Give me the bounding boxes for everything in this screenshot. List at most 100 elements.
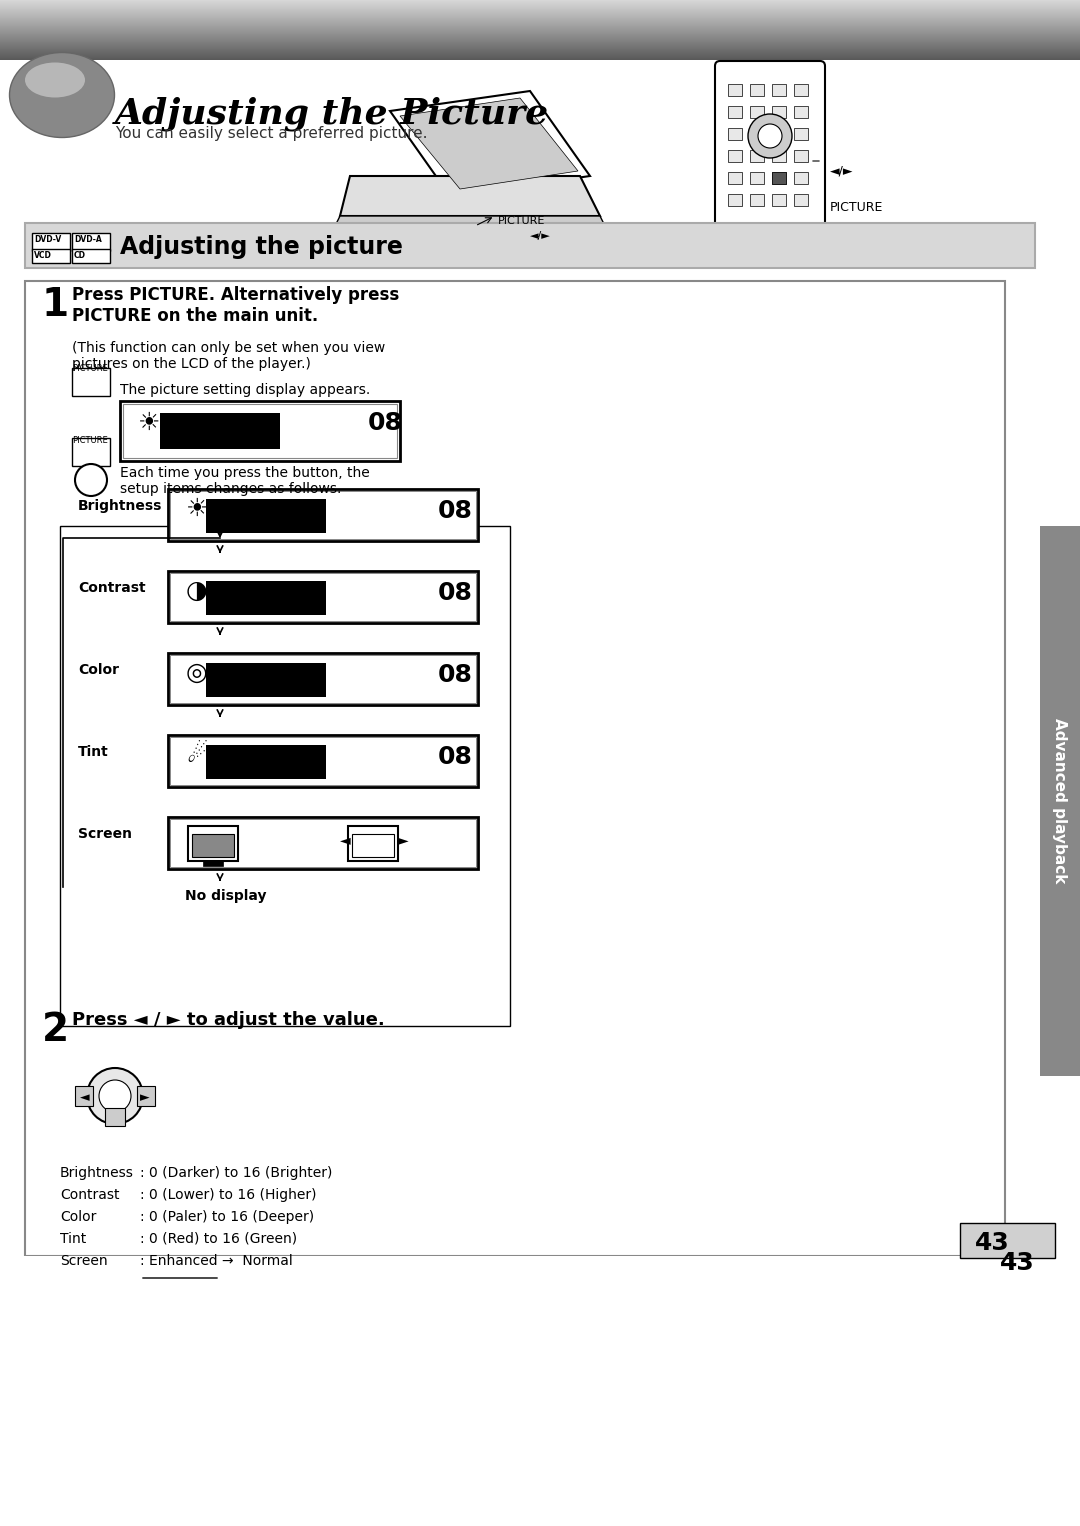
Bar: [168, 653, 478, 705]
Bar: [750, 172, 764, 185]
Text: 43: 43: [1000, 1251, 1035, 1276]
Text: Brightness: Brightness: [78, 499, 162, 513]
Bar: [72, 233, 110, 250]
Text: PICTURE: PICTURE: [72, 436, 108, 446]
Bar: [772, 84, 786, 96]
Bar: [794, 84, 808, 96]
Bar: [170, 572, 476, 621]
Text: : 0 (Paler) to 16 (Deeper): : 0 (Paler) to 16 (Deeper): [140, 1210, 314, 1224]
Text: : 0 (Red) to 16 (Green): : 0 (Red) to 16 (Green): [140, 1231, 297, 1247]
Bar: [105, 1108, 125, 1126]
Text: Press PICTURE. Alternatively press
PICTURE on the main unit.: Press PICTURE. Alternatively press PICTU…: [72, 285, 400, 325]
Text: ◄/►: ◄/►: [831, 163, 853, 177]
Bar: [72, 249, 110, 262]
Bar: [25, 281, 1005, 1256]
Text: 1: 1: [42, 285, 69, 324]
Bar: [772, 172, 786, 185]
Text: ◄: ◄: [340, 833, 351, 847]
Text: ◎: ◎: [186, 661, 207, 685]
Text: VCD: VCD: [33, 250, 52, 259]
Bar: [728, 128, 742, 140]
Bar: [960, 1222, 1055, 1257]
Bar: [32, 249, 70, 262]
Text: (This function can only be set when you view
pictures on the LCD of the player.): (This function can only be set when you …: [72, 340, 386, 371]
Bar: [794, 194, 808, 206]
Text: PICTURE: PICTURE: [72, 365, 108, 372]
Bar: [772, 150, 786, 162]
Text: 2: 2: [42, 1012, 69, 1048]
Bar: [794, 172, 808, 185]
Text: Color: Color: [60, 1210, 96, 1224]
Bar: [168, 488, 478, 542]
Bar: [750, 105, 764, 118]
FancyBboxPatch shape: [715, 61, 825, 241]
Bar: [352, 835, 394, 858]
Bar: [160, 414, 280, 449]
Bar: [206, 662, 326, 697]
Text: DVD-V: DVD-V: [33, 235, 62, 244]
Text: PICTURE: PICTURE: [831, 201, 883, 214]
Bar: [728, 194, 742, 206]
Text: ☀: ☀: [138, 410, 160, 435]
Text: 43: 43: [975, 1231, 1010, 1254]
Bar: [348, 826, 399, 861]
Circle shape: [87, 1068, 143, 1125]
Bar: [203, 861, 222, 865]
Bar: [60, 526, 510, 1025]
Circle shape: [748, 114, 792, 159]
Bar: [170, 491, 476, 539]
Text: Screen: Screen: [60, 1254, 108, 1268]
Polygon shape: [400, 98, 578, 189]
Text: Color: Color: [78, 662, 119, 678]
Bar: [192, 835, 234, 858]
Bar: [0, 1256, 1080, 1526]
Ellipse shape: [25, 63, 85, 98]
Bar: [794, 128, 808, 140]
Text: ☀: ☀: [186, 497, 208, 520]
Text: Screen: Screen: [78, 827, 132, 841]
Text: DVD-A: DVD-A: [75, 235, 102, 244]
Bar: [750, 194, 764, 206]
Bar: [168, 571, 478, 623]
Text: Contrast: Contrast: [60, 1189, 120, 1202]
Text: : Enhanced →  Normal: : Enhanced → Normal: [140, 1254, 293, 1268]
Polygon shape: [390, 92, 590, 195]
Bar: [206, 745, 326, 778]
Circle shape: [75, 464, 107, 496]
Bar: [123, 404, 397, 458]
Bar: [728, 105, 742, 118]
Bar: [72, 438, 110, 465]
Polygon shape: [340, 175, 600, 217]
Bar: [137, 1087, 156, 1106]
Text: PICTURE: PICTURE: [498, 217, 545, 226]
Text: 08: 08: [438, 662, 473, 687]
Ellipse shape: [10, 52, 114, 137]
Text: Adjusting the Picture: Adjusting the Picture: [114, 96, 549, 131]
Bar: [728, 172, 742, 185]
Text: ☄: ☄: [186, 743, 208, 768]
Bar: [750, 84, 764, 96]
Bar: [120, 401, 400, 461]
Text: Press ◄ / ► to adjust the value.: Press ◄ / ► to adjust the value.: [72, 1012, 384, 1029]
Bar: [32, 233, 70, 250]
Text: The picture setting display appears.: The picture setting display appears.: [120, 383, 370, 397]
Text: CD: CD: [75, 250, 86, 259]
Bar: [750, 150, 764, 162]
Text: : 0 (Darker) to 16 (Brighter): : 0 (Darker) to 16 (Brighter): [140, 1166, 333, 1180]
Text: ◑: ◑: [186, 578, 207, 603]
Text: Contrast: Contrast: [78, 581, 146, 595]
Polygon shape: [330, 217, 610, 237]
Bar: [168, 816, 478, 868]
Text: No display: No display: [185, 890, 267, 903]
Text: Brightness: Brightness: [60, 1166, 134, 1180]
Text: ◄: ◄: [80, 1091, 90, 1103]
Bar: [170, 819, 476, 867]
Circle shape: [758, 124, 782, 148]
Circle shape: [99, 1080, 131, 1112]
Bar: [794, 105, 808, 118]
Bar: [72, 368, 110, 397]
Text: 08: 08: [438, 499, 473, 523]
Bar: [206, 581, 326, 615]
Text: 08: 08: [438, 581, 473, 604]
Text: ◄/►: ◄/►: [530, 230, 551, 241]
